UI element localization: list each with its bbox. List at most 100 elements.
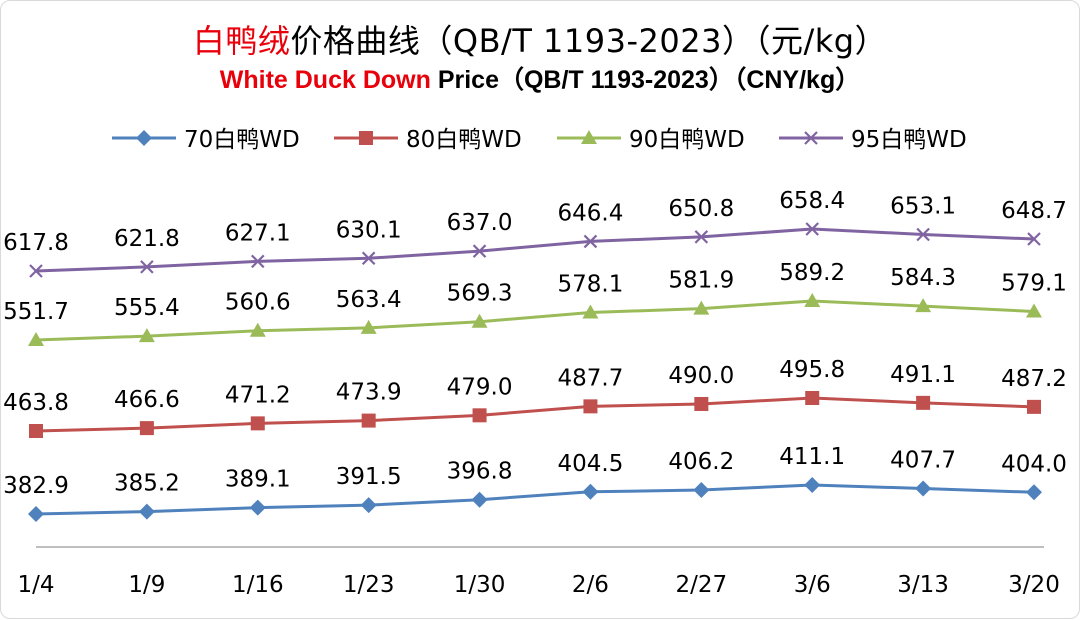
data-label: 617.8 (3, 230, 69, 256)
data-point-4-stroke-b (250, 254, 265, 269)
data-point-2 (694, 396, 709, 411)
data-label: 391.5 (336, 464, 402, 490)
data-label: 382.9 (3, 473, 69, 499)
data-point-4 (916, 227, 930, 242)
data-label: 584.3 (890, 265, 956, 291)
series-line-4 (35, 227, 1035, 273)
data-label: 490.0 (668, 363, 734, 389)
data-label: 385.2 (114, 471, 180, 497)
data-point-4 (1027, 232, 1041, 246)
data-point-2 (139, 421, 154, 436)
data-point-1 (804, 477, 821, 493)
x-tick-label: 1/9 (128, 572, 165, 598)
data-label: 637.0 (447, 210, 513, 236)
data-label: 466.6 (114, 387, 180, 413)
data-label: 560.6 (225, 290, 291, 316)
data-label: 487.7 (558, 365, 624, 391)
data-point-4 (472, 244, 487, 258)
legend-item-4: 95白鸭WD (779, 127, 967, 153)
legend-item-1: 70白鸭WD (112, 127, 300, 153)
series-line-1 (35, 483, 1035, 516)
data-point-2 (1027, 399, 1041, 414)
series-line-2 (35, 396, 1035, 433)
data-point-1 (360, 497, 377, 514)
data-label: 653.1 (890, 193, 956, 219)
x-tick-label: 3/20 (1008, 572, 1060, 598)
data-label: 658.4 (779, 188, 845, 214)
data-label: 479.0 (447, 374, 513, 400)
data-label: 551.7 (3, 299, 69, 325)
legend-label: 95白鸭WD (851, 127, 967, 153)
legend-label: 90白鸭WD (629, 127, 745, 153)
data-label: 650.8 (668, 196, 734, 222)
data-label: 396.8 (447, 459, 513, 485)
data-point-3 (471, 313, 488, 328)
data-point-3 (582, 304, 599, 319)
data-point-4-stroke-b (29, 264, 43, 278)
data-point-4-stroke-b (694, 230, 709, 244)
data-point-2 (916, 395, 931, 410)
data-point-4-stroke-b (805, 222, 820, 236)
data-label: 463.8 (3, 390, 69, 416)
data-label: 411.1 (779, 444, 845, 470)
x-tick-label: 2/6 (572, 572, 609, 598)
data-label: 487.2 (1001, 366, 1067, 392)
data-label: 491.1 (890, 362, 956, 388)
data-point-3 (915, 298, 932, 313)
data-point-2 (250, 416, 265, 431)
data-point-1 (693, 482, 710, 499)
data-point-2 (472, 408, 487, 423)
data-label: 473.9 (336, 380, 402, 406)
data-point-1 (1026, 484, 1042, 501)
data-point-4-stroke-b (583, 234, 598, 249)
data-point-4-stroke-b (1027, 232, 1041, 246)
chart-title-chinese-highlight: 白鸭绒 (192, 22, 291, 60)
data-point-2 (805, 391, 820, 405)
data-point-4 (583, 234, 598, 249)
data-point-3 (1026, 303, 1042, 318)
data-label: 646.4 (558, 200, 624, 226)
data-label: 627.1 (225, 220, 291, 246)
x-tick-label: 1/16 (232, 572, 284, 598)
data-label: 578.1 (558, 272, 624, 298)
data-point-4 (805, 222, 820, 236)
data-point-1 (249, 499, 266, 516)
data-label: 406.2 (668, 449, 734, 475)
data-label: 648.7 (1001, 198, 1067, 224)
data-point-3 (360, 319, 377, 334)
data-point-3 (249, 322, 266, 337)
data-label: 404.5 (558, 451, 624, 477)
data-label: 389.1 (225, 467, 291, 493)
x-tick-label: 1/4 (17, 572, 54, 598)
chart-title-english-highlight: White Duck Down (219, 66, 431, 94)
data-point-1 (915, 480, 932, 497)
data-point-4 (694, 230, 709, 244)
data-point-1 (138, 503, 155, 520)
chart-title-chinese: 白鸭绒价格曲线（QB/T 1193-2023）（元/kg） (1, 21, 1079, 61)
data-point-3 (693, 300, 710, 315)
data-label: 621.8 (114, 226, 180, 252)
data-point-3 (138, 328, 155, 343)
data-point-4 (250, 254, 265, 269)
data-point-4-stroke-b (916, 227, 930, 242)
data-point-4 (29, 264, 43, 278)
data-label: 589.2 (779, 260, 845, 286)
data-point-4 (140, 260, 154, 274)
data-point-1 (582, 483, 599, 500)
data-point-4-stroke-b (140, 260, 154, 274)
data-point-1 (28, 506, 44, 522)
x-tick-label: 3/6 (794, 572, 831, 598)
data-label: 404.0 (1001, 451, 1067, 477)
series-line-3 (35, 299, 1035, 342)
data-point-3 (804, 293, 821, 307)
data-point-2 (583, 399, 598, 414)
data-label: 630.1 (336, 217, 402, 243)
legend-marker (804, 131, 818, 145)
x-tick-label: 2/27 (676, 572, 728, 598)
data-point-4-stroke-b (472, 244, 487, 258)
data-point-4 (361, 251, 376, 266)
data-point-2 (361, 413, 376, 428)
legend-item-2: 80白鸭WD (334, 127, 522, 153)
